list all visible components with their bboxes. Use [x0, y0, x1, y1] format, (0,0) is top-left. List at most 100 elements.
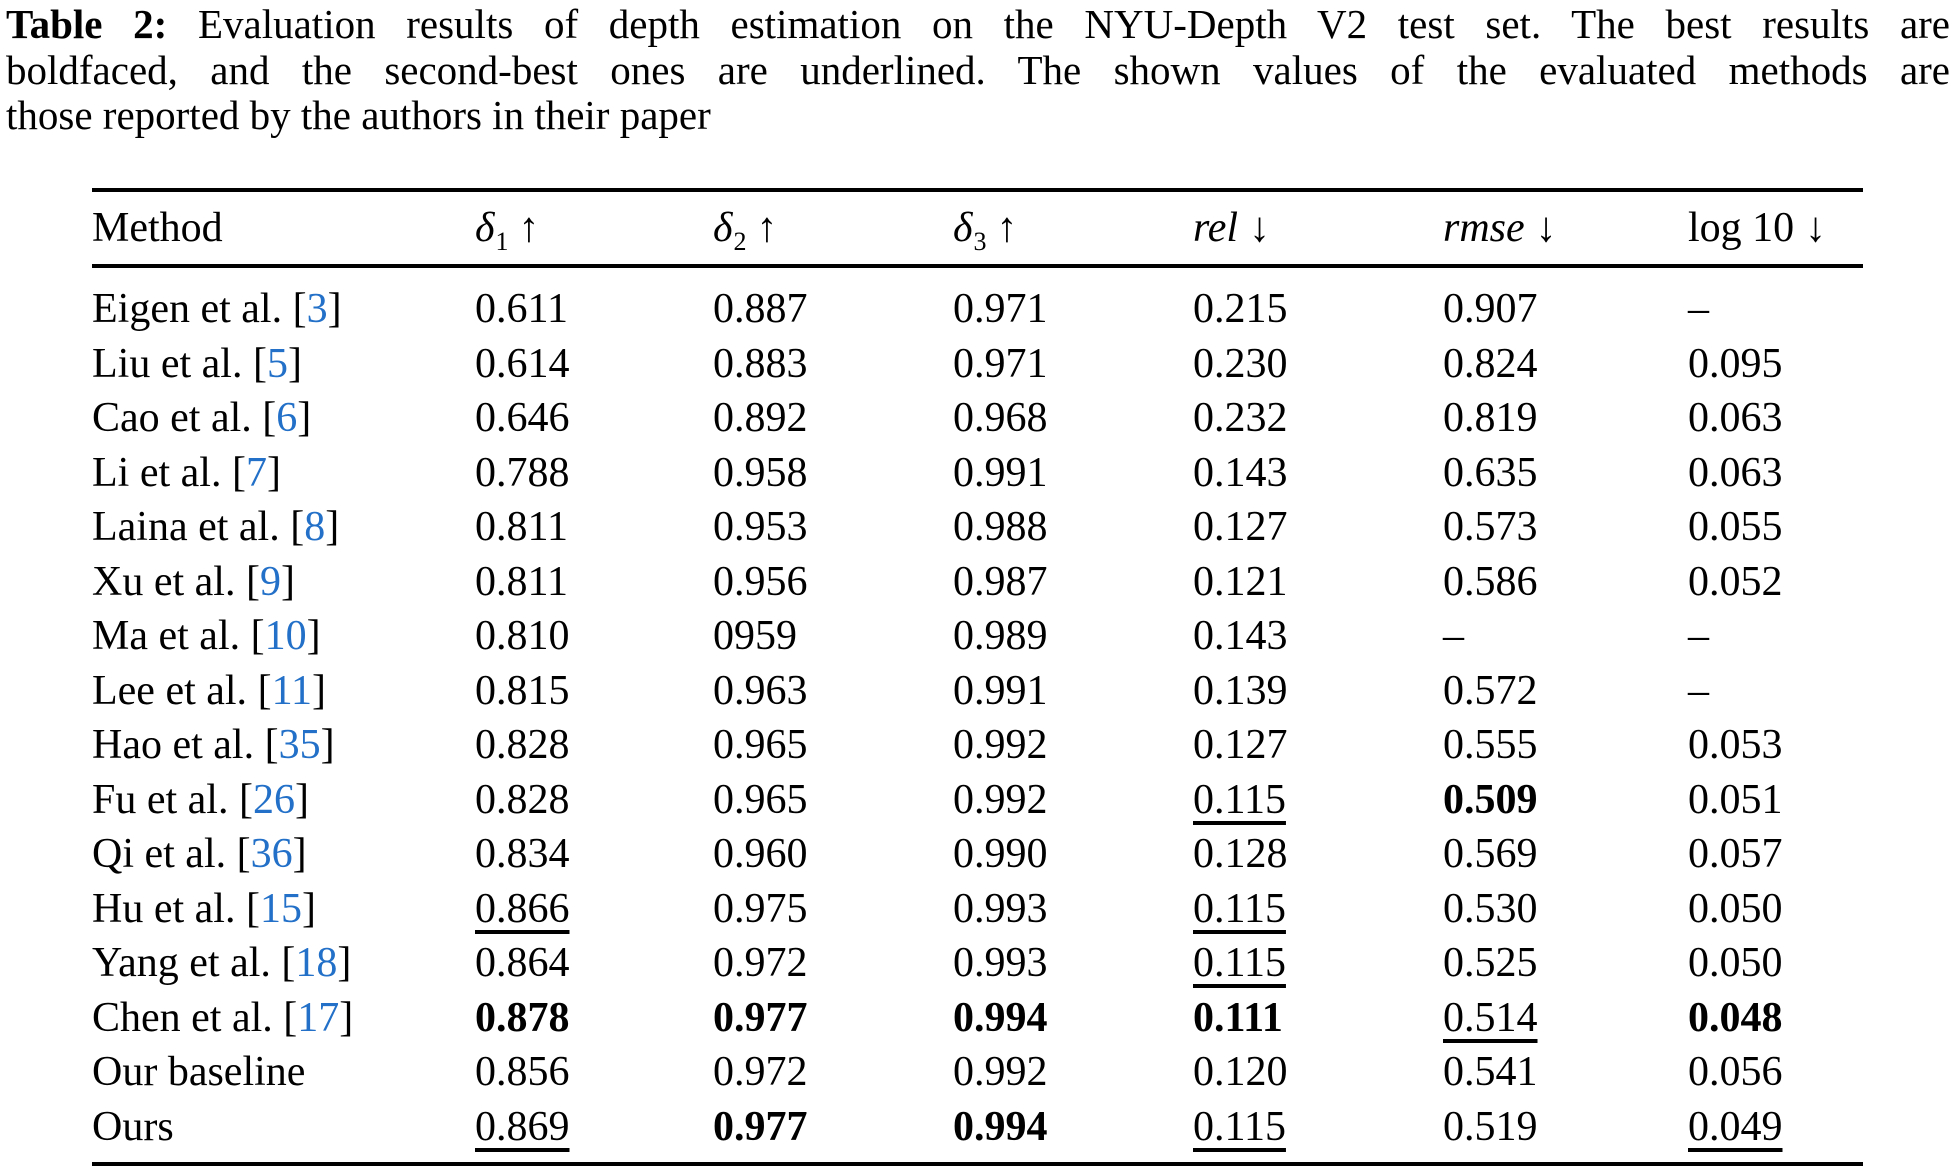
value-cell: 0.115	[1193, 773, 1443, 828]
citation-link[interactable]: 8	[304, 504, 326, 551]
value-cell: 0.051	[1688, 773, 1863, 828]
metric-value: 0.811	[475, 558, 568, 605]
value-cell: 0.127	[1193, 500, 1443, 555]
method-cell: Chen et al. [17]	[92, 994, 354, 1041]
table-row: Hao et al. [35] 0.828 0.965 0.992 0.127 0.555…	[92, 718, 1863, 773]
down-arrow-icon: ↓	[1249, 205, 1271, 251]
method-cell: Qi et al. [36]	[92, 831, 307, 878]
value-cell: 0.063	[1688, 391, 1863, 446]
metric-value: 0.824	[1443, 340, 1538, 387]
value-cell: 0.977	[713, 1100, 953, 1165]
method-cell: Liu et al. [5]	[92, 340, 302, 387]
citation-link[interactable]: 10	[264, 613, 307, 660]
citation-link[interactable]: 36	[250, 831, 293, 878]
value-cell: 0.963	[713, 664, 953, 719]
value-cell: –	[1443, 609, 1688, 664]
metric-symbol: δ	[713, 205, 733, 251]
table-row: Our baseline 0.856 0.972 0.992 0.120 0.541 0.0…	[92, 1045, 1863, 1100]
metric-value: 0.991	[953, 449, 1048, 496]
citation-link[interactable]: 7	[245, 449, 267, 496]
value-cell: 0.056	[1688, 1045, 1863, 1100]
metric-value: 0.573	[1443, 504, 1538, 551]
metric-value: 0.883	[713, 340, 808, 387]
metric-value: 0.992	[953, 722, 1048, 769]
metric-value: 0.991	[953, 667, 1048, 714]
value-cell: 0.555	[1443, 718, 1688, 773]
caption-line-2: boldfaced, and the second-best ones are …	[6, 46, 1950, 93]
value-cell: 0.834	[475, 827, 713, 882]
citation-link[interactable]: 35	[278, 722, 321, 769]
value-cell: 0.993	[953, 936, 1193, 991]
value-cell: 0.892	[713, 391, 953, 446]
value-cell: 0.991	[953, 446, 1193, 501]
citation-link[interactable]: 17	[297, 994, 340, 1041]
value-cell: 0.519	[1443, 1100, 1688, 1165]
value-cell: 0.972	[713, 936, 953, 991]
up-arrow-icon: ↑	[518, 205, 540, 251]
citation-link[interactable]: 5	[266, 340, 288, 387]
metric-value: 0.887	[713, 286, 808, 333]
value-cell: 0.128	[1193, 827, 1443, 882]
metric-value: 0.989	[953, 613, 1048, 660]
metric-value: 0.968	[953, 395, 1048, 442]
metric-value: 0.514	[1443, 994, 1538, 1041]
table-row: Chen et al. [17] 0.878 0.977 0.994 0.111 0.51…	[92, 991, 1863, 1046]
metric-value: 0.121	[1193, 558, 1288, 605]
metric-subscript: 3	[973, 227, 987, 256]
value-cell: 0.972	[713, 1045, 953, 1100]
citation-link[interactable]: 9	[259, 558, 281, 605]
value-cell: 0.811	[475, 500, 713, 555]
metric-value: 0.115	[1193, 776, 1286, 823]
value-cell: 0.958	[713, 446, 953, 501]
metric-value: 0.115	[1193, 1103, 1286, 1150]
value-cell: 0.635	[1443, 446, 1688, 501]
method-cell: Ma et al. [10]	[92, 613, 321, 660]
metric-value: 0.057	[1688, 831, 1783, 878]
metric-value: 0.115	[1193, 885, 1286, 932]
value-cell: 0.819	[1443, 391, 1688, 446]
metric-value: 0.050	[1688, 885, 1783, 932]
citation-link[interactable]: 3	[306, 286, 328, 333]
metric-value: 0.128	[1193, 831, 1288, 878]
metric-value: 0.994	[953, 1103, 1048, 1150]
value-cell: 0.541	[1443, 1045, 1688, 1100]
metric-value: 0.127	[1193, 722, 1288, 769]
table-row: Laina et al. [8] 0.811 0.953 0.988 0.127 0.57…	[92, 500, 1863, 555]
citation-link[interactable]: 6	[276, 395, 298, 442]
citation-link[interactable]: 11	[271, 667, 313, 714]
caption-label: Table 2:	[6, 1, 168, 47]
metric-value: 0.215	[1193, 286, 1288, 333]
value-cell: 0.514	[1443, 991, 1688, 1046]
value-cell: 0.987	[953, 555, 1193, 610]
metric-value: 0.635	[1443, 449, 1538, 496]
value-cell: 0.994	[953, 1100, 1193, 1165]
citation-link[interactable]: 18	[295, 940, 338, 987]
metric-value: 0.115	[1193, 940, 1286, 987]
value-cell: 0.586	[1443, 555, 1688, 610]
table-row: Qi et al. [36] 0.834 0.960 0.990 0.128 0.569 0…	[92, 827, 1863, 882]
metric-value: 0.956	[713, 558, 808, 605]
value-cell: 0.956	[713, 555, 953, 610]
citation-link[interactable]: 26	[252, 776, 295, 823]
method-cell: Eigen et al. [3]	[92, 286, 342, 333]
value-cell: 0.115	[1193, 1100, 1443, 1165]
table-row: Ours 0.869 0.977 0.994 0.115 0.519 0.049	[92, 1100, 1863, 1165]
metric-value: 0959	[713, 613, 797, 660]
citation-link[interactable]: 15	[259, 885, 302, 932]
method-cell: Laina et al. [8]	[92, 504, 340, 551]
value-cell: 0.572	[1443, 664, 1688, 719]
metric-value: 0.971	[953, 286, 1048, 333]
metric-value: 0.614	[475, 340, 570, 387]
column-header-log10: log 10 ↓	[1688, 190, 1863, 268]
metric-value: 0.519	[1443, 1103, 1538, 1150]
metric-value: 0.963	[713, 667, 808, 714]
caption-line-3: those reported by the authors in their p…	[6, 92, 711, 138]
method-cell: Hao et al. [35]	[92, 722, 335, 769]
metric-value: 0.972	[713, 940, 808, 987]
column-header-method: Method	[92, 190, 475, 268]
table-row: Cao et al. [6] 0.646 0.892 0.968 0.232 0.819 0…	[92, 391, 1863, 446]
metric-value: 0.541	[1443, 1049, 1538, 1096]
column-header-rmse: rmse ↓	[1443, 190, 1688, 268]
caption-line-1: Table 2: Evaluation results of depth est…	[6, 1, 1950, 48]
metric-symbol: δ	[475, 205, 495, 251]
